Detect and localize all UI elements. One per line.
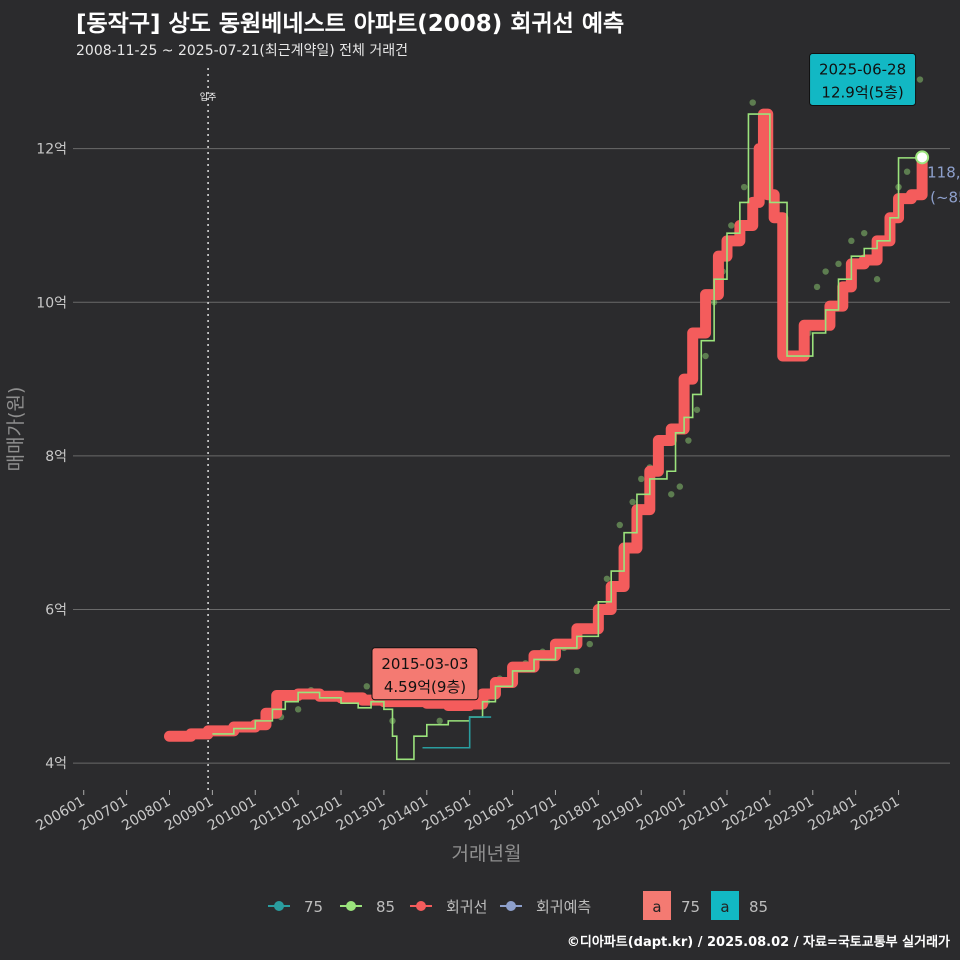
x-tick-label: 201501: [419, 794, 473, 835]
annotation-price-min: 4.59억(9층): [384, 678, 466, 696]
chart-subtitle: 2008-11-25 ~ 2025-07-21(최근계약일) 전체 거래건: [76, 43, 408, 59]
legend-marker-회귀예측: [506, 901, 516, 911]
x-tick-label: 201001: [205, 794, 259, 835]
legend-label-회귀선: 회귀선: [446, 898, 487, 916]
legend-box-glyph: a: [652, 898, 661, 916]
legend-label-회귀예측: 회귀예측: [536, 898, 591, 916]
scatter-point: [873, 276, 881, 283]
annotation-box-max: [809, 53, 917, 107]
x-axis-title: 거래년월: [452, 843, 522, 865]
scatter-point: [848, 237, 855, 245]
scatter-point: [861, 229, 868, 237]
scatter-point: [436, 717, 443, 725]
y-tick-label: 10억: [36, 295, 67, 311]
legend-marker-75: [274, 901, 284, 911]
x-tick-label: 201201: [291, 794, 345, 835]
x-tick-label: 201801: [548, 794, 602, 835]
scatter-point: [903, 168, 911, 175]
scatter-point: [916, 76, 924, 83]
scatter-point: [586, 640, 593, 648]
scatter-point: [702, 352, 709, 360]
x-tick-label: 200601: [33, 794, 87, 835]
annotation-box-min: [371, 647, 479, 701]
legend-box-75: [643, 891, 671, 920]
scatter-point: [835, 260, 842, 268]
x-tick-label: 201601: [462, 794, 516, 835]
scatter-point: [822, 268, 829, 275]
x-tick-label: 201301: [334, 794, 388, 835]
legend-marker-회귀선: [416, 901, 426, 911]
scatter-point: [638, 475, 645, 483]
legend-label-75: 75: [304, 898, 323, 916]
scatter-point: [740, 183, 748, 191]
scatter-point: [668, 491, 675, 498]
event-label: 입주: [200, 91, 217, 103]
y-tick-label: 4억: [45, 756, 67, 772]
series-75-line: [422, 716, 492, 749]
scatter-point: [616, 521, 623, 529]
annotation-price-max: 12.9억(5층): [821, 84, 903, 102]
annotation-date-min: 2015-03-03: [381, 655, 468, 673]
legend-box-label-75: 75: [681, 898, 700, 916]
x-tick-label: 202301: [762, 794, 816, 835]
y-tick-label: 12억: [36, 142, 67, 158]
scatter-point: [629, 498, 636, 506]
scatter-point: [728, 222, 735, 229]
scatter-point: [363, 683, 370, 690]
scatter-point: [685, 437, 692, 444]
chart-title: [동작구] 상도 동원베네스트 아파트(2008) 회귀선 예측: [76, 11, 625, 37]
scatter-point: [749, 99, 756, 106]
x-tick-label: 201701: [505, 794, 559, 835]
x-tick-label: 202001: [634, 794, 688, 835]
legend-box-label-85: 85: [749, 898, 768, 916]
regression-line: [163, 108, 928, 742]
x-tick-label: 201401: [377, 794, 431, 835]
scatter-point: [294, 706, 302, 713]
legend-box-glyph: a: [720, 898, 729, 916]
scatter-point: [693, 406, 701, 413]
credit-footer: ©디아파트(dapt.kr) / 2025.08.02 / 자료=국토교통부 실…: [566, 935, 950, 950]
y-axis-title: 매매가(원): [5, 387, 27, 472]
scatter-point: [603, 575, 611, 582]
scatter-point: [676, 483, 684, 490]
legend-label-85: 85: [376, 898, 395, 916]
x-tick-label: 200901: [162, 794, 216, 835]
series-85-line: [212, 113, 923, 761]
annotation-date-max: 2025-06-28: [819, 61, 906, 79]
scatter-point: [573, 667, 581, 675]
scatter-point: [813, 283, 821, 291]
x-tick-label: 202401: [805, 794, 859, 835]
x-tick-label: 201901: [591, 794, 645, 835]
legend-box-85: [711, 891, 739, 920]
legend-marker-85: [346, 901, 356, 911]
x-tick-label: 202101: [677, 794, 731, 835]
forecast-value-label: 118,871: [927, 163, 960, 181]
x-tick-label: 200801: [119, 794, 173, 835]
x-tick-label: 202201: [720, 794, 774, 835]
x-tick-label: 200701: [76, 794, 130, 835]
y-tick-label: 6억: [45, 603, 67, 619]
forecast-area-label: (~85㎡): [930, 188, 960, 206]
forecast-point: [915, 150, 930, 165]
x-tick-label: 202501: [848, 794, 902, 835]
y-tick-label: 8억: [45, 449, 67, 465]
x-tick-label: 201101: [248, 794, 302, 835]
